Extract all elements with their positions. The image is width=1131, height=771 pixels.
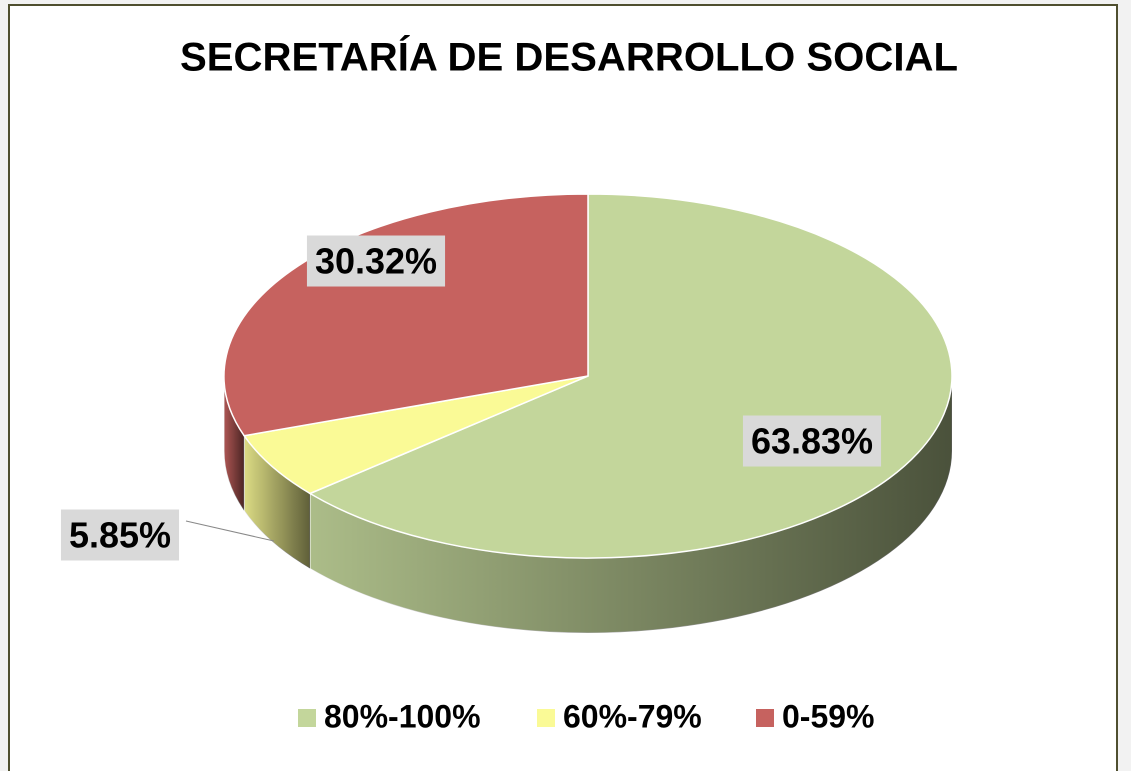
legend-label: 60%-79% — [563, 698, 702, 734]
labels: 63.83% 5.85% 30.32% — [60, 235, 882, 561]
data-label: 30.32% — [315, 241, 437, 282]
legend-swatch — [756, 709, 774, 727]
slice — [308, 193, 953, 559]
data-label-box — [742, 415, 882, 467]
data-label: 63.83% — [751, 421, 873, 462]
pie — [223, 193, 953, 634]
legend-label: 0-59% — [782, 698, 875, 734]
legend: 80%-100% 60%-79% 0-59% — [298, 698, 875, 734]
data-label-box — [306, 235, 446, 287]
slice-side-shade — [224, 376, 245, 511]
data-label: 5.85% — [69, 515, 171, 556]
slice-side-shade — [310, 376, 952, 634]
slice — [223, 193, 589, 437]
legend-swatch — [537, 709, 555, 727]
leader-line — [185, 520, 275, 542]
legend-label: 80%-100% — [324, 698, 481, 734]
slice — [242, 375, 589, 495]
slice-side-shade — [244, 435, 311, 569]
chart-title: SECRETARÍA DE DESARROLLO SOCIAL — [180, 35, 958, 80]
data-label-box — [60, 509, 180, 561]
legend-swatch — [298, 709, 316, 727]
